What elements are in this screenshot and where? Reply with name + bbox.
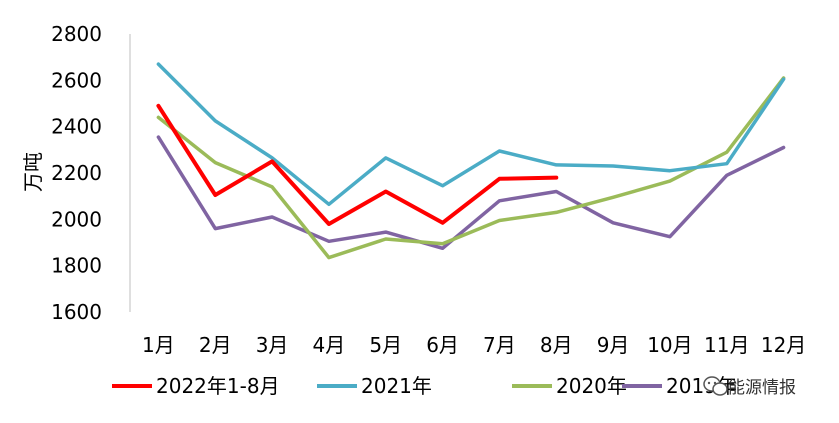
x-tick-label: 2月 xyxy=(199,333,232,357)
y-tick-label: 1800 xyxy=(51,254,102,278)
x-tick-label: 4月 xyxy=(313,333,346,357)
series-line-3 xyxy=(156,135,786,251)
series-line-2 xyxy=(156,76,786,260)
series-line-1 xyxy=(156,62,786,207)
x-tick-label: 1月 xyxy=(142,333,175,357)
x-tick-label: 9月 xyxy=(597,333,630,357)
x-tick-label: 6月 xyxy=(426,333,459,357)
series-layer xyxy=(156,62,786,260)
legend-label: 2021年 xyxy=(361,374,432,398)
y-tick-label: 2800 xyxy=(51,22,102,46)
y-tick-label: 1600 xyxy=(51,300,102,324)
series-line-0 xyxy=(156,103,559,226)
x-tick-label: 11月 xyxy=(704,333,749,357)
y-axis: 1600 1800 2000 2200 2400 2600 2800 xyxy=(51,22,131,324)
x-axis: 1月 2月 3月 4月 5月 6月 7月 8月 9月 10月 11月 12月 xyxy=(142,333,806,357)
x-tick-label: 12月 xyxy=(761,333,806,357)
legend-label: 2022年1-8月 xyxy=(156,374,280,398)
y-tick-label: 2600 xyxy=(51,68,102,92)
legend: 2022年1-8月 2021年 2020年 2019年 xyxy=(112,374,737,398)
legend-label: 2020年 xyxy=(556,374,627,398)
wechat-icon xyxy=(703,376,728,396)
x-tick-label: 7月 xyxy=(483,333,516,357)
y-tick-label: 2000 xyxy=(51,207,102,231)
y-tick-label: 2200 xyxy=(51,161,102,185)
x-tick-label: 10月 xyxy=(647,333,692,357)
y-axis-label: 万吨 xyxy=(21,152,45,192)
x-tick-label: 8月 xyxy=(540,333,573,357)
x-tick-label: 3月 xyxy=(256,333,289,357)
y-tick-label: 2400 xyxy=(51,115,102,139)
watermark: 能源情报 xyxy=(703,376,796,398)
watermark-text: 能源情报 xyxy=(728,378,796,398)
x-tick-label: 5月 xyxy=(369,333,402,357)
